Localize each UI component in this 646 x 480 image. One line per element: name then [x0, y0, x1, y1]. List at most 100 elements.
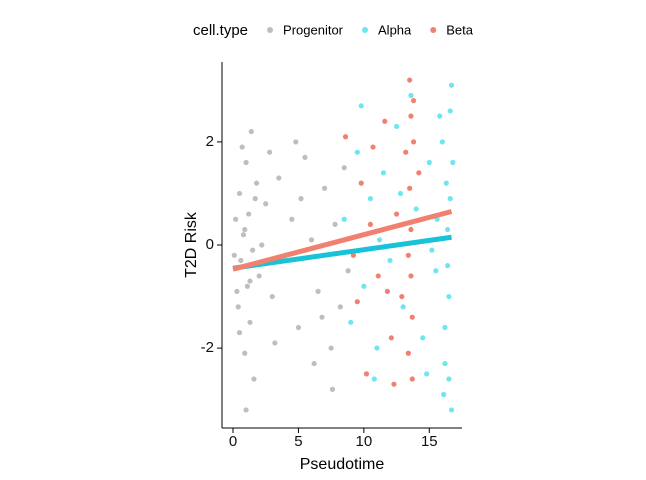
point [354, 299, 360, 305]
x-axis-title: Pseudotime [300, 456, 385, 473]
point [358, 180, 364, 186]
x-tick-label: 15 [421, 433, 438, 450]
point [441, 391, 447, 398]
y-tick-label: 0 [206, 236, 214, 253]
legend-label: Beta [446, 22, 474, 37]
point [337, 304, 343, 310]
point [391, 381, 397, 387]
point [233, 216, 239, 222]
point [341, 165, 347, 171]
point [311, 360, 317, 367]
y-tick-label: 2 [206, 133, 214, 150]
legend-title: cell.type [193, 22, 248, 39]
point [405, 350, 411, 356]
point [424, 371, 430, 377]
y-tick-label: -2 [201, 339, 214, 356]
point [409, 314, 415, 320]
point [408, 113, 414, 119]
point [409, 376, 415, 382]
point [243, 407, 249, 413]
point [413, 206, 419, 212]
point [350, 252, 356, 258]
point [342, 134, 349, 140]
point [236, 190, 243, 197]
point [374, 345, 380, 351]
point [399, 293, 405, 300]
point [410, 98, 417, 104]
point [397, 190, 404, 197]
point [244, 283, 250, 289]
point [376, 237, 383, 243]
point [246, 211, 252, 217]
point [367, 221, 373, 227]
point [388, 335, 394, 341]
point [263, 201, 269, 207]
point [256, 273, 262, 279]
legend-swatch [267, 27, 274, 33]
point [272, 340, 278, 346]
point [247, 319, 253, 325]
y-axis-title: T2D Risk [183, 211, 200, 278]
point [393, 211, 400, 217]
point [447, 108, 453, 114]
point [354, 149, 360, 155]
point [315, 288, 321, 294]
point [370, 144, 376, 150]
point [437, 113, 443, 119]
point [235, 304, 241, 310]
point [250, 247, 256, 253]
point [247, 278, 253, 284]
legend-swatch [430, 27, 437, 33]
point [345, 268, 351, 274]
point [293, 139, 299, 145]
point [445, 226, 451, 233]
point [298, 196, 304, 202]
x-tick-label: 10 [356, 433, 373, 450]
point [446, 376, 452, 382]
point [231, 252, 237, 258]
point [341, 216, 347, 222]
point [416, 170, 422, 176]
point [393, 123, 400, 130]
point [448, 82, 455, 88]
point [248, 128, 254, 135]
trend-line [232, 234, 452, 271]
point [302, 154, 308, 160]
point [276, 175, 282, 181]
point [252, 196, 258, 202]
point [408, 92, 414, 99]
point [384, 288, 391, 294]
point [400, 304, 406, 310]
point [380, 170, 387, 176]
point [242, 350, 248, 356]
point [358, 103, 364, 109]
point [367, 196, 373, 202]
point [382, 118, 388, 124]
point [267, 149, 273, 155]
point [410, 139, 417, 145]
point [408, 273, 414, 279]
point [295, 324, 302, 331]
point [289, 216, 295, 222]
legend-label: Progenitor [283, 22, 344, 37]
point [259, 242, 265, 248]
point [420, 335, 426, 341]
point [445, 263, 451, 269]
point [446, 293, 452, 300]
point [239, 144, 245, 150]
point [319, 314, 325, 320]
point [332, 221, 338, 227]
x-tick-label: 5 [294, 433, 302, 450]
point [308, 237, 315, 243]
point [375, 273, 381, 279]
point [450, 159, 456, 166]
point [328, 345, 334, 351]
point [253, 180, 260, 186]
point [447, 196, 453, 202]
point [236, 330, 243, 336]
point [243, 159, 249, 166]
point [387, 257, 393, 264]
legend-swatch [362, 27, 369, 33]
trend-line [232, 209, 453, 272]
